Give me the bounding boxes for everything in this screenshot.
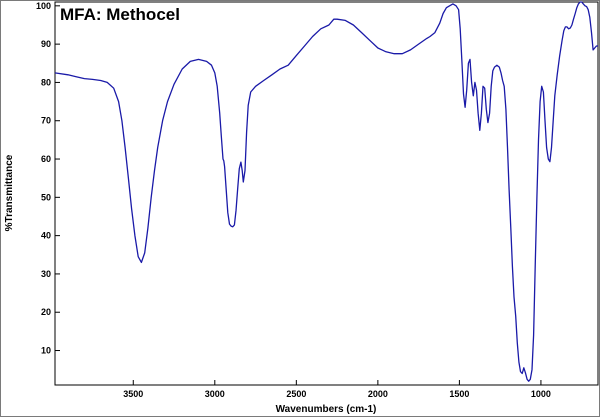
y-tick-label: 20 xyxy=(41,307,51,317)
x-tick-label: 1500 xyxy=(449,389,469,399)
chart-title: MFA: Methocel xyxy=(60,5,180,24)
y-axis-title: %Transmittance xyxy=(4,154,15,231)
x-tick-label: 3500 xyxy=(123,389,143,399)
x-tick-label: 1000 xyxy=(531,389,551,399)
y-tick-label: 40 xyxy=(41,231,51,241)
y-tick-label: 60 xyxy=(41,154,51,164)
x-tick-label: 2000 xyxy=(368,389,388,399)
y-tick-label: 30 xyxy=(41,269,51,279)
y-tick-label: 100 xyxy=(36,1,51,11)
y-tick-label: 70 xyxy=(41,116,51,126)
x-tick-label: 2500 xyxy=(286,389,306,399)
y-tick-label: 80 xyxy=(41,77,51,87)
x-axis-title: Wavenumbers (cm-1) xyxy=(276,404,377,415)
y-tick-label: 90 xyxy=(41,39,51,49)
y-tick-label: 50 xyxy=(41,192,51,202)
x-tick-label: 3000 xyxy=(205,389,225,399)
y-tick-label: 10 xyxy=(41,346,51,356)
